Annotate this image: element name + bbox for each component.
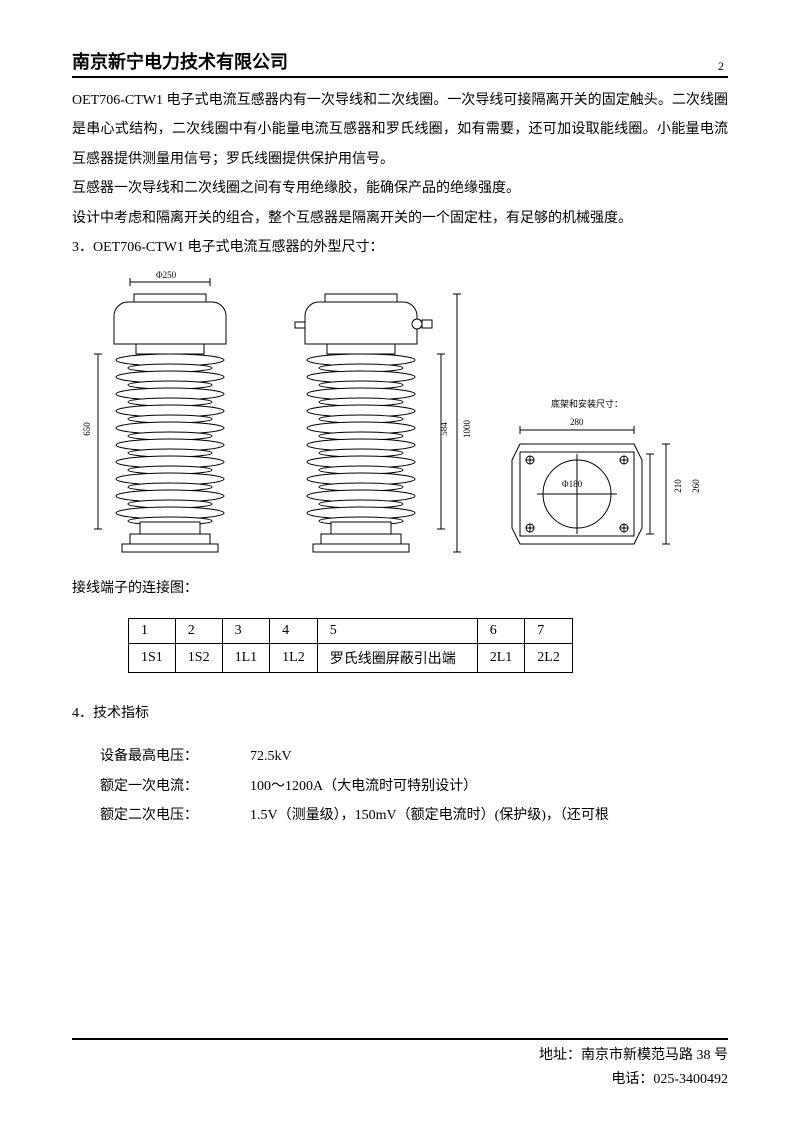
- table-row: 1S1 1S2 1L1 1L2 罗氏线圈屏蔽引出端 2L1 2L2: [129, 643, 573, 672]
- cell: 3: [222, 618, 270, 643]
- dim-height: 650: [82, 423, 92, 437]
- insulator-front-icon: [92, 274, 257, 564]
- cell: 2: [175, 618, 222, 643]
- cell: 1L1: [222, 643, 270, 672]
- spec-row: 设备最高电压： 72.5kV: [100, 742, 728, 771]
- dim-total: 1000: [462, 420, 472, 438]
- dim-mid: 584: [438, 423, 448, 437]
- table-row: 1 2 3 4 5 6 7: [129, 618, 573, 643]
- paragraph: 互感器一次导线和二次线圈之间有专用绝缘胶，能确保产品的绝缘强度。: [72, 174, 728, 203]
- page-number: 2: [718, 59, 728, 74]
- section-3-title: 3．OET706-CTW1 电子式电流互感器的外型尺寸：: [72, 233, 728, 262]
- cell: 1S1: [129, 643, 176, 672]
- paragraph: OET706-CTW1 电子式电流互感器内有一次导线和二次线圈。一次导线可接隔离…: [72, 86, 728, 174]
- page-header: 南京新宁电力技术有限公司 2: [72, 48, 728, 78]
- spec-value: 1.5V（测量级），150mV（额定电流时）(保护级)，（还可根: [250, 801, 728, 830]
- cell: 6: [477, 618, 525, 643]
- spec-row: 额定二次电压： 1.5V（测量级），150mV（额定电流时）(保护级)，（还可根: [100, 801, 728, 830]
- diagram-row: Φ250 650: [92, 274, 728, 564]
- spec-label: 设备最高电压：: [100, 742, 250, 771]
- page: 南京新宁电力技术有限公司 2 OET706-CTW1 电子式电流互感器内有一次导…: [0, 0, 800, 1132]
- diagram-front: Φ250 650: [92, 274, 257, 564]
- cell: 1S2: [175, 643, 222, 672]
- dim-outer-h: 260: [690, 480, 700, 494]
- dim-inner-h: 210: [672, 480, 682, 494]
- paragraph: 设计中考虑和隔离开关的组合，整个互感器是隔离开关的一个固定柱，有足够的机械强度。: [72, 204, 728, 233]
- cell: 2L1: [477, 643, 525, 672]
- dim-top: Φ250: [156, 270, 176, 280]
- spec-value: 72.5kV: [250, 742, 728, 771]
- insulator-side-icon: [277, 274, 472, 564]
- baseplate-icon: [492, 414, 682, 564]
- spec-row: 额定一次电流： 100～1200A（大电流时可特别设计）: [100, 772, 728, 801]
- spec-label: 额定二次电压：: [100, 801, 250, 830]
- body-text: OET706-CTW1 电子式电流互感器内有一次导线和二次线圈。一次导线可接隔离…: [72, 86, 728, 262]
- dim-outer-w: 280: [570, 417, 584, 427]
- cell: 5: [317, 618, 477, 643]
- cell: 7: [525, 618, 573, 643]
- dim-circle: Φ180: [562, 479, 582, 489]
- cell: 1: [129, 618, 176, 643]
- cell: 2L2: [525, 643, 573, 672]
- company-name: 南京新宁电力技术有限公司: [72, 48, 288, 74]
- diagram-side: 584 1000: [277, 274, 472, 564]
- base-caption: 底架和安装尺寸：: [492, 397, 682, 410]
- spec-list: 设备最高电压： 72.5kV 额定一次电流： 100～1200A（大电流时可特别…: [100, 742, 728, 830]
- terminal-table: 1 2 3 4 5 6 7 1S1 1S2 1L1 1L2 罗氏线圈屏蔽引出端 …: [128, 618, 573, 673]
- terminal-title: 接线端子的连接图：: [72, 574, 728, 603]
- footer-phone: 电话：025-3400492: [72, 1068, 728, 1092]
- diagram-base: 底架和安装尺寸： 280 210 260 Φ180: [492, 397, 682, 564]
- footer-address: 地址：南京市新模范马路 38 号: [72, 1044, 728, 1068]
- cell: 4: [270, 618, 318, 643]
- cell: 1L2: [270, 643, 318, 672]
- section-4-title: 4．技术指标: [72, 699, 728, 728]
- page-footer: 地址：南京市新模范马路 38 号 电话：025-3400492: [72, 1038, 728, 1092]
- spec-label: 额定一次电流：: [100, 772, 250, 801]
- cell: 罗氏线圈屏蔽引出端: [317, 643, 477, 672]
- spec-value: 100～1200A（大电流时可特别设计）: [250, 772, 728, 801]
